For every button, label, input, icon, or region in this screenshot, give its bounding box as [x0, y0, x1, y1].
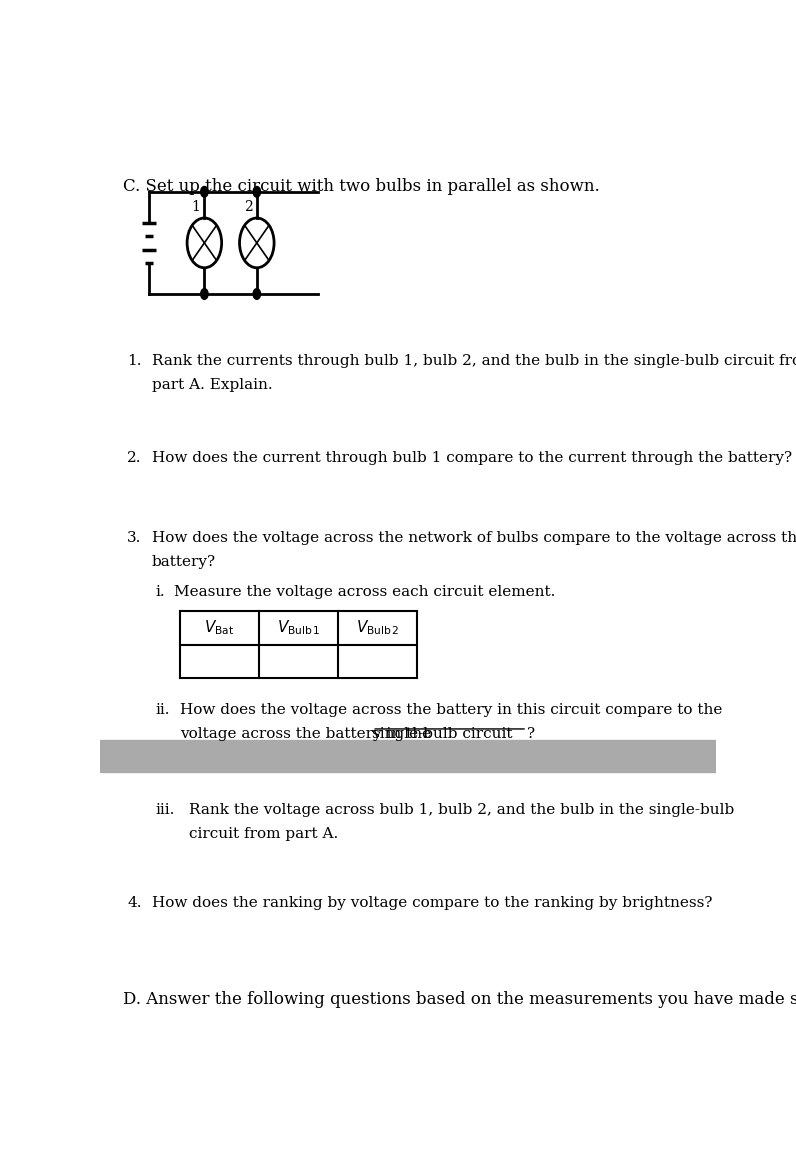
Circle shape	[201, 187, 208, 197]
Text: 2.: 2.	[127, 451, 142, 465]
Text: $V_{\mathrm{Bulb\,1}}$: $V_{\mathrm{Bulb\,1}}$	[276, 619, 320, 637]
Text: Rank the currents through bulb 1, bulb 2, and the bulb in the single-bulb circui: Rank the currents through bulb 1, bulb 2…	[152, 354, 796, 368]
Bar	[100, 740, 716, 772]
Text: single-bulb circuit: single-bulb circuit	[373, 727, 513, 741]
Text: circuit from part A.: circuit from part A.	[189, 827, 338, 841]
Text: 2: 2	[244, 200, 252, 213]
Text: voltage across the battery in the: voltage across the battery in the	[180, 727, 435, 741]
Circle shape	[253, 187, 260, 197]
Text: i.: i.	[155, 585, 165, 599]
Text: 4.: 4.	[127, 896, 142, 909]
Text: 1.: 1.	[127, 354, 142, 368]
Text: $V_{\mathrm{Bat}}$: $V_{\mathrm{Bat}}$	[204, 619, 234, 637]
Text: iii.: iii.	[155, 803, 174, 817]
Text: Measure the voltage across each circuit element.: Measure the voltage across each circuit …	[174, 585, 555, 599]
Text: D. Answer the following questions based on the measurements you have made so far: D. Answer the following questions based …	[123, 990, 796, 1007]
Text: How does the voltage across the network of bulbs compare to the voltage across t: How does the voltage across the network …	[152, 531, 796, 545]
Text: How does the voltage across the battery in this circuit compare to the: How does the voltage across the battery …	[180, 703, 722, 717]
Text: ?: ?	[527, 727, 535, 741]
Text: $V_{\mathrm{Bulb\,2}}$: $V_{\mathrm{Bulb\,2}}$	[356, 619, 400, 637]
Text: ii.: ii.	[155, 703, 170, 717]
Text: 1: 1	[191, 200, 200, 213]
Text: battery?: battery?	[152, 555, 216, 569]
Text: C. Set up the circuit with two bulbs in parallel as shown.: C. Set up the circuit with two bulbs in …	[123, 179, 599, 195]
Text: Rank the voltage across bulb 1, bulb 2, and the bulb in the single-bulb: Rank the voltage across bulb 1, bulb 2, …	[189, 803, 734, 817]
Circle shape	[253, 288, 260, 299]
Text: How does the ranking by voltage compare to the ranking by brightness?: How does the ranking by voltage compare …	[152, 896, 712, 909]
Text: How does the current through bulb 1 compare to the current through the battery?: How does the current through bulb 1 comp…	[152, 451, 792, 465]
Circle shape	[201, 288, 208, 299]
Text: part A. Explain.: part A. Explain.	[152, 379, 272, 392]
Text: 3.: 3.	[127, 531, 142, 545]
